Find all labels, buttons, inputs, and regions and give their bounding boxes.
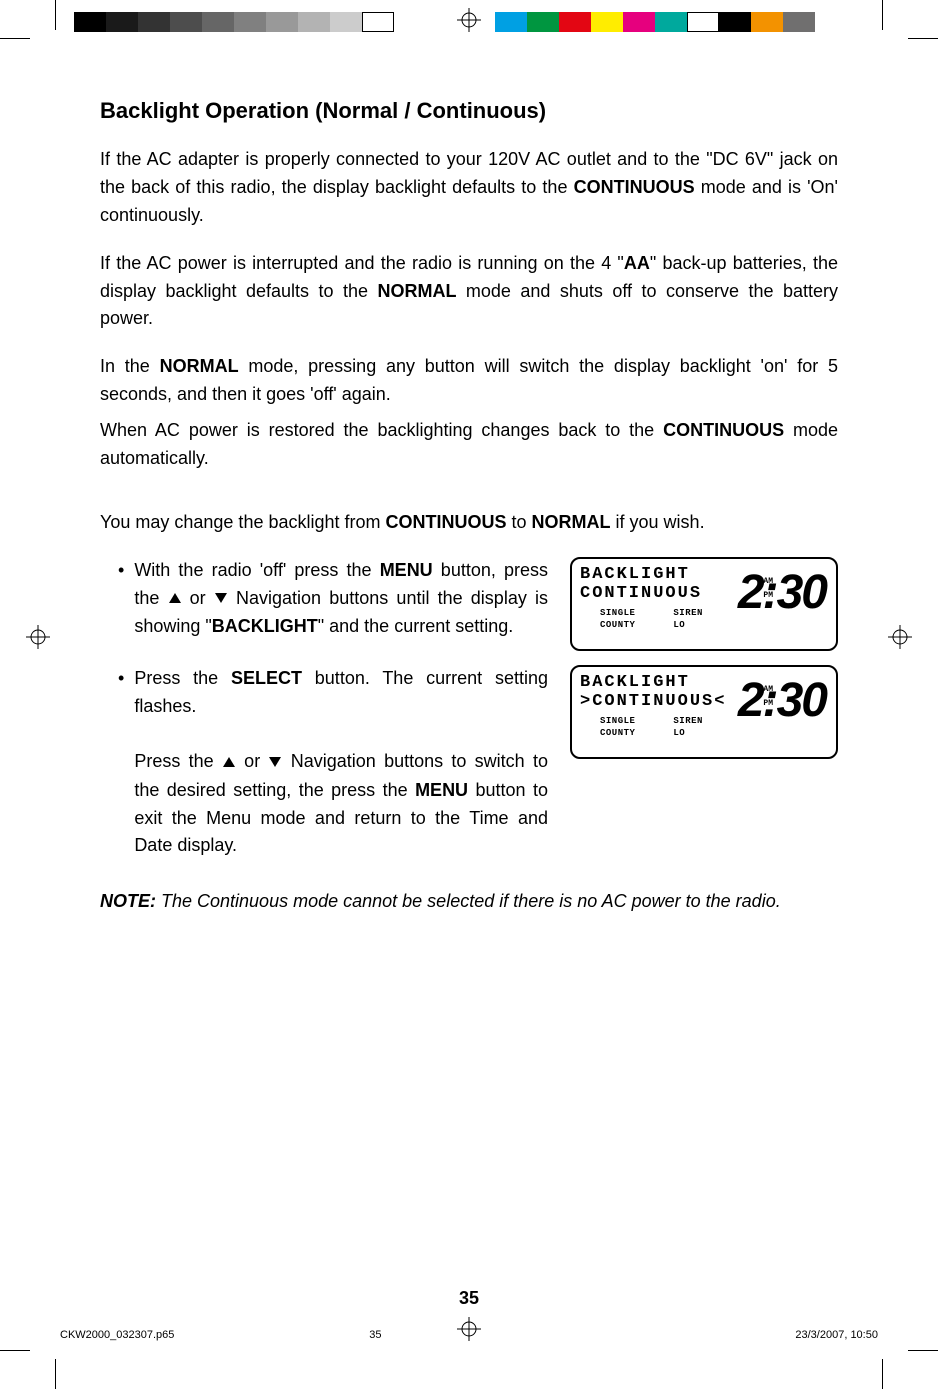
up-triangle-icon [222, 749, 236, 777]
text: You may change the backlight from [100, 512, 386, 532]
crop-mark [908, 1350, 938, 1351]
registration-mark-icon [888, 625, 912, 649]
text-bold: CONTINUOUS [574, 177, 695, 197]
footer-page: 35 [369, 1329, 381, 1341]
text-bold: NORMAL [532, 512, 611, 532]
crop-mark [0, 38, 30, 39]
paragraph: When AC power is restored the backlighti… [100, 417, 838, 473]
lcd-time: 2:30 [738, 673, 826, 728]
lcd-am: AM [763, 577, 773, 586]
text: If the AC power is interrupted and the r… [100, 253, 624, 273]
bullet-dot: • [118, 665, 124, 861]
text: Press the [134, 668, 231, 688]
registration-mark-icon [457, 8, 481, 32]
lcd-pm: PM [763, 591, 773, 600]
page-number: 35 [459, 1288, 479, 1309]
section-heading: Backlight Operation (Normal / Continuous… [100, 98, 838, 124]
bullet-text: Press the SELECT button. The current set… [134, 665, 548, 861]
footer: CKW2000_032307.p65 35 23/3/2007, 10:50 [60, 1329, 878, 1341]
lcd-indicator: LO [673, 620, 685, 630]
note-label: NOTE: [100, 891, 156, 911]
text-bold: MENU [415, 780, 468, 800]
crop-mark [0, 1350, 30, 1351]
crop-mark [908, 38, 938, 39]
text-bold: MENU [380, 560, 433, 580]
text: if you wish. [611, 512, 705, 532]
crop-mark [38, 1359, 56, 1389]
footer-filename: CKW2000_032307.p65 [60, 1329, 174, 1341]
text: or [182, 588, 214, 608]
text-bold: AA [624, 253, 650, 273]
paragraph: In the NORMAL mode, pressing any button … [100, 353, 838, 409]
text-bold: BACKLIGHT [212, 616, 318, 636]
lcd-indicator: LO [673, 728, 685, 738]
text: or [236, 751, 269, 771]
up-triangle-icon [168, 585, 182, 613]
text-bold: NORMAL [160, 356, 239, 376]
lcd-ampm: AM PM [763, 683, 773, 712]
down-triangle-icon [214, 585, 228, 613]
lcd-indicator: SINGLE [600, 608, 635, 618]
note-text: The Continuous mode cannot be selected i… [156, 891, 781, 911]
text-bold: SELECT [231, 668, 302, 688]
lcd-cursor: < [714, 692, 726, 711]
lcd-indicator: COUNTY [600, 620, 635, 630]
text: With the radio 'off' press the [134, 560, 379, 580]
bullet-dot: • [118, 557, 124, 651]
list-item: • With the radio 'off' press the MENU bu… [118, 557, 838, 651]
registration-mark-icon [26, 625, 50, 649]
bullet-text: With the radio 'off' press the MENU butt… [134, 557, 548, 651]
color-bar [495, 12, 815, 32]
lcd-ampm: AM PM [763, 575, 773, 604]
footer-date: 23/3/2007, 10:50 [795, 1329, 878, 1341]
lcd-am: AM [763, 685, 773, 694]
bullet-list: • With the radio 'off' press the MENU bu… [118, 557, 838, 861]
paragraph: You may change the backlight from CONTIN… [100, 509, 838, 537]
lcd-display: BACKLIGHT CONTINUOUS SINGLECOUNTY SIRENL… [570, 557, 838, 651]
lcd-pm: PM [763, 699, 773, 708]
text: In the [100, 356, 160, 376]
lcd-cursor: > [580, 692, 592, 711]
text: Press the [134, 751, 222, 771]
page: Backlight Operation (Normal / Continuous… [0, 0, 938, 1389]
list-item: • Press the SELECT button. The current s… [118, 665, 838, 861]
grayscale-bar [74, 12, 394, 32]
crop-mark [882, 1359, 900, 1389]
text: to [507, 512, 532, 532]
text-bold: CONTINUOUS [663, 420, 784, 440]
document-content: Backlight Operation (Normal / Continuous… [100, 98, 838, 916]
note-paragraph: NOTE: The Continuous mode cannot be sele… [100, 888, 838, 916]
down-triangle-icon [268, 749, 282, 777]
text-bold: NORMAL [377, 281, 456, 301]
paragraph: If the AC adapter is properly connected … [100, 146, 838, 230]
lcd-indicator: SINGLE [600, 716, 635, 726]
lcd-time: 2:30 [738, 565, 826, 620]
text: " and the current setting. [318, 616, 514, 636]
lcd-indicator: COUNTY [600, 728, 635, 738]
text-bold: CONTINUOUS [386, 512, 507, 532]
text: When AC power is restored the backlighti… [100, 420, 663, 440]
lcd-value: CONTINUOUS [592, 692, 714, 711]
paragraph: If the AC power is interrupted and the r… [100, 250, 838, 334]
lcd-indicator: SIREN [673, 716, 703, 726]
lcd-display: BACKLIGHT >CONTINUOUS< SINGLECOUNTY SIRE… [570, 665, 838, 861]
lcd-indicator: SIREN [673, 608, 703, 618]
